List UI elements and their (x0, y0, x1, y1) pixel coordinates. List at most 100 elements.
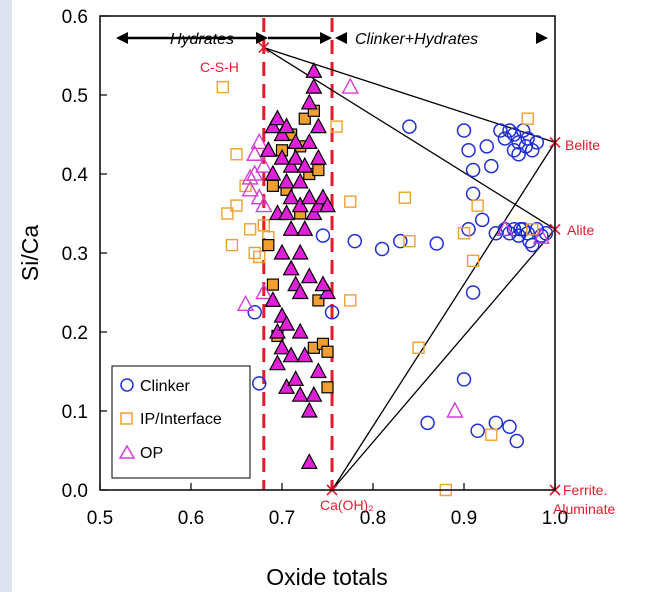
clinker-point (506, 127, 522, 142)
op-point-filled (287, 133, 305, 149)
ip-point-filled (262, 239, 275, 252)
y-tick-label: 0.2 (62, 323, 88, 344)
op-point (246, 164, 264, 181)
ip-point (216, 80, 230, 94)
op-point-filled (264, 291, 282, 307)
op-point-filled (305, 77, 323, 94)
clinker-point (461, 222, 476, 237)
clinker-point (347, 233, 363, 249)
legend-marker-op (118, 444, 136, 459)
op-point-filled (300, 267, 318, 284)
y-tick-label: 0.4 (62, 165, 89, 186)
ip-point (457, 227, 471, 240)
clinker-point (479, 139, 494, 154)
op-point-filled (287, 148, 305, 165)
y-tick-label: 0.3 (62, 244, 88, 265)
region-label-clinker-hydrates: Clinker+Hydrates (355, 31, 478, 48)
y-axis-title: Si/Ca (17, 225, 43, 281)
ip-point (398, 191, 412, 204)
op-point-filled (291, 385, 309, 402)
op-point-filled (268, 109, 286, 126)
y-tick-label: 0.1 (62, 402, 88, 423)
op-point-filled (264, 164, 282, 181)
op-point-filled (268, 354, 286, 371)
op-point (255, 196, 273, 213)
ip-point (330, 120, 343, 133)
axis-ticks: 0.5 0.6 0.7 0.8 0.9 1.0 0.0 0.1 0.2 0.3 0.4 0.5 0.6 (62, 7, 569, 529)
op-point (446, 401, 464, 418)
tie-line (331, 142, 556, 491)
op-point-filled (273, 338, 291, 355)
op-point-filled (278, 172, 296, 189)
x-tick-label: 0.9 (451, 508, 477, 529)
tie-line (331, 228, 556, 491)
ip-point (466, 254, 480, 268)
x-tick-label: 1.0 (542, 508, 568, 529)
clinker-point (465, 162, 481, 178)
op-point (255, 156, 273, 173)
ip-point (253, 250, 266, 264)
x-tick-label: 0.5 (87, 508, 113, 529)
op-point-filled (273, 243, 291, 260)
clinker-point (456, 123, 472, 138)
op-point-filled (309, 148, 327, 165)
clinker-point (509, 433, 525, 449)
label-ferrite: Ferrite. (563, 482, 607, 498)
op-point-filled (282, 156, 300, 173)
op-point-filled (291, 322, 309, 339)
op-point-filled (305, 62, 323, 78)
ip-point-filled (266, 179, 279, 192)
clinker-point (315, 228, 331, 243)
clinker-point (461, 143, 476, 158)
left-edge-strip (0, 0, 12, 592)
label-belite: Belite (565, 137, 600, 153)
op-point-filled (296, 220, 314, 236)
op-point-filled (259, 141, 277, 157)
ip-point (230, 199, 243, 212)
op-point-filled (291, 172, 309, 189)
region-label-hydrates: Hydrates (170, 31, 234, 48)
x-tick-label: 0.7 (269, 508, 295, 529)
op-point (241, 180, 259, 197)
op-point-filled (291, 196, 309, 213)
ip-point (248, 246, 261, 260)
op-point (496, 219, 514, 237)
legend: Clinker IP/Interface OP (111, 365, 251, 479)
op-point-filled (273, 148, 291, 165)
x-tick-label: 0.8 (360, 508, 386, 529)
clinker-point (502, 419, 517, 435)
op-point-filled (278, 378, 296, 394)
op-point-filled (318, 283, 337, 300)
clinker-point (470, 423, 485, 438)
ip-point (344, 195, 357, 208)
data-points (216, 62, 554, 497)
op-point-filled (278, 204, 296, 221)
op-point-filled (300, 401, 318, 418)
op-point-filled (264, 117, 282, 134)
ip-point-filled (321, 345, 334, 358)
op-point (241, 168, 259, 185)
ip-point (225, 238, 239, 252)
clinker-point (393, 233, 408, 249)
op-point-filled (291, 283, 309, 300)
op-point (341, 77, 359, 94)
ip-point-filled (298, 112, 311, 125)
ip-point-filled (312, 163, 325, 177)
op-point-filled (273, 125, 291, 142)
legend-label-ip: IP/Interface (140, 411, 222, 428)
op-point-filled (282, 346, 300, 363)
ip-point-filled (266, 278, 279, 291)
clinker-point (488, 415, 504, 431)
clinker-point (474, 212, 490, 228)
ip-point (230, 148, 243, 161)
op-point (532, 227, 551, 244)
clinker-point (497, 131, 513, 146)
op-point-filled (305, 204, 323, 221)
clinker-point (247, 305, 262, 320)
clinker-point (420, 415, 435, 431)
clinker-point (252, 376, 267, 391)
clinker-point (484, 158, 499, 174)
clinker-point (402, 119, 417, 134)
op-point-filled (314, 275, 332, 292)
